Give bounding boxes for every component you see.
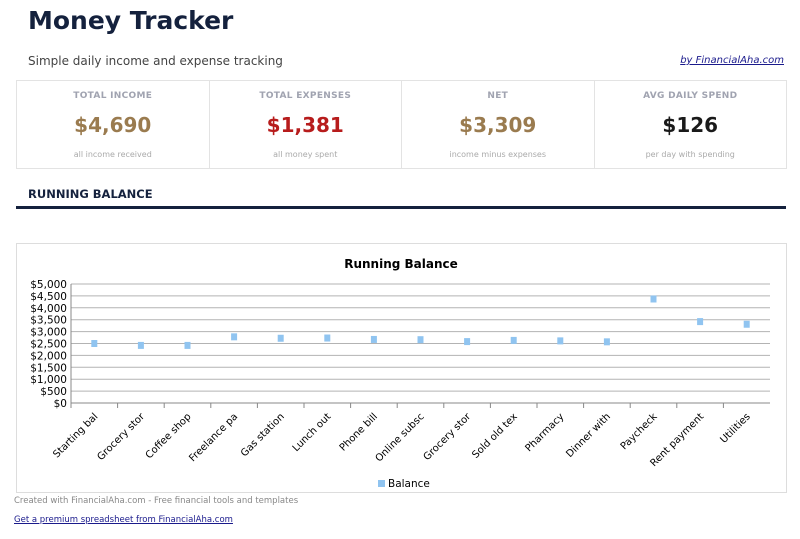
y-tick-label: $500 [40,386,67,398]
y-tick-label: $3,000 [30,327,67,339]
card-value: $3,309 [459,113,537,137]
x-tick-label: Dinner with [564,411,613,460]
subtitle: Simple daily income and expense tracking [28,54,283,68]
card-caption: per day with spending [645,150,735,159]
card-label: NET [487,91,509,101]
data-point [137,341,144,349]
byline-link[interactable]: by FinancialAha.com [680,55,784,66]
data-point [417,336,424,344]
section-divider [16,206,786,209]
x-tick-label: Phone bill [338,411,380,453]
chart-title: Running Balance [344,257,458,271]
balance-chart: Running Balance$0$500$1,000$1,500$2,000$… [30,257,770,490]
y-tick-label: $1,500 [30,362,67,374]
data-point [184,341,191,349]
data-point [324,334,331,342]
y-tick-label: $3,500 [30,315,67,327]
data-point [743,320,750,328]
footer-credit: Created with FinancialAha.com - Free fin… [14,496,299,506]
card-label: TOTAL INCOME [73,91,153,101]
section-title: RUNNING BALANCE [28,187,153,201]
premium-link[interactable]: Get a premium spreadsheet from Financial… [14,515,233,525]
x-tick-label: Pharmacy [523,411,566,454]
card-total-expenses: TOTAL EXPENSES $1,381 all money spent [210,81,402,168]
data-point [557,337,564,345]
card-caption: income minus expenses [449,150,547,159]
y-tick-label: $4,500 [30,291,67,303]
card-value: $126 [662,113,719,137]
data-point [464,338,471,346]
y-tick-label: $2,500 [30,339,67,351]
card-avg-daily-spend: AVG DAILY SPEND $126 per day with spending [595,81,787,168]
data-point [91,340,98,347]
data-point [231,333,238,341]
card-value: $1,381 [266,113,344,137]
card-value: $4,690 [74,113,152,137]
card-label: TOTAL EXPENSES [259,91,352,101]
card-caption: all income received [73,150,152,159]
x-tick-label: Freelance pa [187,411,240,464]
page-title: Money Tracker [28,6,234,35]
x-tick-label: Online subsc [374,411,427,464]
chart-container: Running Balance $0 $500 $1,000 $1,500 $2,000 $… [16,243,787,493]
y-tick-label: $2,000 [30,350,67,362]
x-tick-label: Sold old tex [470,411,520,461]
x-tick-label: Utilities [718,411,752,445]
data-point [697,318,704,326]
x-tick-label: Lunch out [291,411,334,454]
data-point [370,335,377,343]
x-tick-label: Grocery stor [422,411,474,463]
y-tick-label: $0 [54,398,67,410]
data-point [603,338,610,346]
x-tick-label: Paycheck [619,411,660,452]
legend-marker [378,480,385,487]
card-label: AVG DAILY SPEND [643,91,738,101]
summary-cards: TOTAL INCOME $4,690 all income received TO… [16,80,787,169]
y-tick-label: $1,000 [30,374,67,386]
x-tick-label: Starting bal [51,411,100,460]
x-tick-label: Grocery stor [95,411,147,463]
y-tick-label: $4,000 [30,303,67,315]
data-point [510,336,517,344]
y-tick-label: $5,000 [30,279,67,291]
x-tick-label: Coffee shop [144,411,194,461]
legend-label: Balance [388,478,430,490]
x-tick-label: Gas station [239,411,287,459]
card-net: NET $3,309 income minus expenses [402,81,595,168]
card-caption: all money spent [273,150,338,159]
data-point [650,295,657,303]
data-point [277,334,284,342]
card-total-income: TOTAL INCOME $4,690 all income received [17,81,210,168]
